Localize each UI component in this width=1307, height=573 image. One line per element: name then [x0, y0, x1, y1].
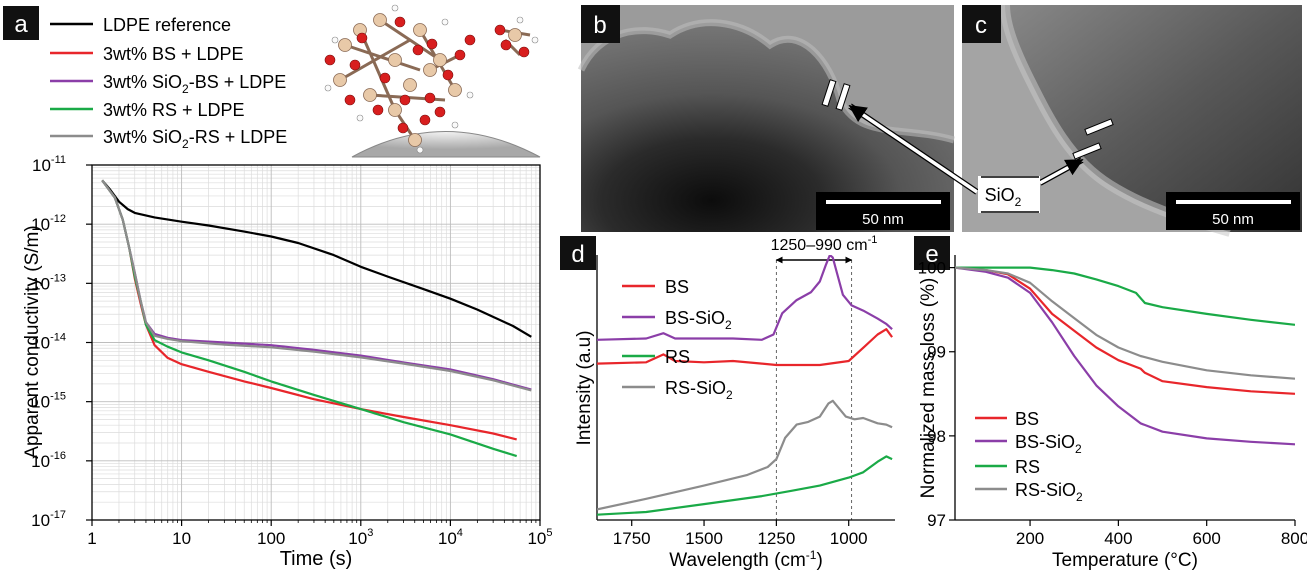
- panel-d-xlabel: Wavelength (cm-1): [669, 548, 823, 571]
- silica-molecule-illustration: [324, 4, 541, 158]
- shell-marker-b2: [835, 83, 851, 111]
- x-tick-label: 103: [348, 527, 373, 548]
- x-tick-label: 104: [438, 527, 463, 548]
- panel-a-ticks: 1 10 100 103 104 105 10-17 10-16 10-15 10-14 10-13…: [31, 154, 552, 548]
- arrow-to-c: [1039, 158, 1084, 185]
- x-tick-label: 1250: [757, 529, 795, 548]
- legend-label-d-2: RS: [665, 347, 690, 367]
- legend-label-e-3: RS-SiO2: [1015, 480, 1083, 504]
- series-line-d-1: [597, 255, 893, 341]
- x-tick-label: 400: [1104, 529, 1132, 548]
- legend-label-e-2: RS: [1015, 457, 1040, 477]
- series-line-e-1: [955, 266, 1295, 446]
- legend-label-a-0: LDPE reference: [103, 15, 231, 35]
- y-tick-label: 98: [927, 427, 946, 446]
- y-tick-label: 10-12: [31, 213, 66, 234]
- panel-a-badge: [3, 6, 39, 40]
- legend-label-a-3: 3wt% RS + LDPE: [103, 100, 245, 120]
- arrow-to-b: [848, 104, 978, 194]
- panel-e-axes: 200 400 600 800 97 98 99 100: [918, 255, 1307, 548]
- panel-e-badge: [914, 236, 950, 270]
- y-tick-label: 10-15: [31, 391, 66, 412]
- sio2-callout: SiO2: [848, 103, 1084, 213]
- x-tick-label: 10: [172, 529, 191, 548]
- band-label: 1250–990 cm-1: [771, 234, 878, 254]
- scale-bar-label-c: 50 nm: [1212, 211, 1254, 228]
- y-tick-label: 100: [918, 259, 946, 278]
- panel-a-ylabel: Apparent conductivity (S/m): [22, 225, 43, 458]
- legend-label-a-2: 3wt% SiO2-BS + LDPE: [103, 72, 286, 96]
- panel-e-xlabel: Temperature (°C): [1052, 550, 1198, 571]
- x-tick-label: 600: [1193, 529, 1221, 548]
- series-line-d-0: [597, 328, 893, 367]
- series-line-a-4: [101, 179, 532, 392]
- shell-marker-b1: [821, 79, 837, 107]
- x-tick-label: 800: [1281, 529, 1307, 548]
- panel-c-badge: [962, 5, 1001, 43]
- panel-c-letter: c: [975, 12, 987, 39]
- x-tick-label: 1500: [685, 529, 723, 548]
- panel-e-ylabel: Normalized mass loss (%): [918, 278, 939, 499]
- panel-d-annotation: 1250–990 cm-1: [771, 234, 878, 520]
- x-tick-label: 1000: [830, 529, 868, 548]
- legend-label-e-0: BS: [1015, 409, 1039, 429]
- sio2-label-box: [978, 176, 1040, 213]
- x-tick-label: 200: [1016, 529, 1044, 548]
- series-line-a-0: [101, 179, 532, 338]
- panel-a-letter: a: [14, 11, 28, 38]
- scale-bar-box-c: [1166, 192, 1300, 230]
- panel-d-badge: [560, 236, 596, 270]
- legend-label-a-1: 3wt% BS + LDPE: [103, 44, 244, 64]
- panel-d: d 1250–990 cm-1 1750 1500 1250 1000 BS BS-Si…: [560, 234, 895, 571]
- y-tick-label: 97: [927, 511, 946, 530]
- sio2-label: SiO2: [985, 185, 1022, 209]
- particle-surface-shape: [351, 131, 541, 158]
- x-tick-label: 1750: [613, 529, 651, 548]
- y-tick-label: 10-13: [31, 272, 66, 293]
- legend-label-a-4: 3wt% SiO2-RS + LDPE: [103, 127, 287, 151]
- panel-e-series: [955, 266, 1295, 446]
- y-tick-label: 10-16: [31, 450, 66, 471]
- x-tick-label: 1: [87, 529, 96, 548]
- tem-particle-b: [581, 22, 954, 232]
- panel-e-letter: e: [925, 241, 938, 268]
- series-line-d-3: [597, 399, 893, 511]
- legend-label-e-1: BS-SiO2: [1015, 432, 1082, 456]
- panel-b-letter: b: [593, 12, 606, 39]
- legend-label-d-1: BS-SiO2: [665, 308, 732, 332]
- y-tick-label: 10-14: [31, 332, 66, 353]
- panel-b: b 50 nm: [577, 5, 955, 232]
- series-line-d-2: [597, 455, 893, 516]
- panel-a-xlabel: Time (s): [280, 548, 353, 570]
- legend-label-d-3: RS-SiO2: [665, 378, 733, 402]
- panel-a-series: [101, 179, 532, 458]
- y-tick-label: 99: [927, 343, 946, 362]
- shell-marker-c2: [1072, 142, 1102, 160]
- scale-bar-label-b: 50 nm: [862, 211, 904, 228]
- x-tick-label: 105: [527, 527, 552, 548]
- panel-d-letter: d: [571, 241, 584, 268]
- legend-label-d-0: BS: [665, 277, 689, 297]
- panel-a-grid: [91, 164, 541, 521]
- panel-d-legend: BS BS-SiO2 RS RS-SiO2: [622, 277, 733, 402]
- panel-a: a LDPE reference 3wt% BS + LDPE 3wt% SiO2-…: [3, 4, 553, 570]
- scale-bar-box-b: [816, 192, 950, 230]
- panel-d-series: [597, 255, 893, 516]
- tem-particle-c: [1005, 5, 1302, 232]
- y-tick-label: 10-17: [31, 509, 66, 530]
- series-line-e-0: [955, 266, 1295, 395]
- shell-marker-c1: [1084, 118, 1114, 136]
- panel-a-legend: LDPE reference 3wt% BS + LDPE 3wt% SiO2-BS…: [50, 15, 287, 151]
- panel-d-ylabel: Intensity (a.u): [574, 330, 595, 445]
- series-line-e-3: [955, 266, 1295, 380]
- x-tick-label: 100: [257, 529, 285, 548]
- panel-b-badge: [581, 5, 620, 43]
- series-line-e-2: [955, 266, 1295, 326]
- y-tick-label: 10-11: [32, 154, 66, 175]
- panel-d-axes: 1750 1500 1250 1000: [596, 255, 895, 548]
